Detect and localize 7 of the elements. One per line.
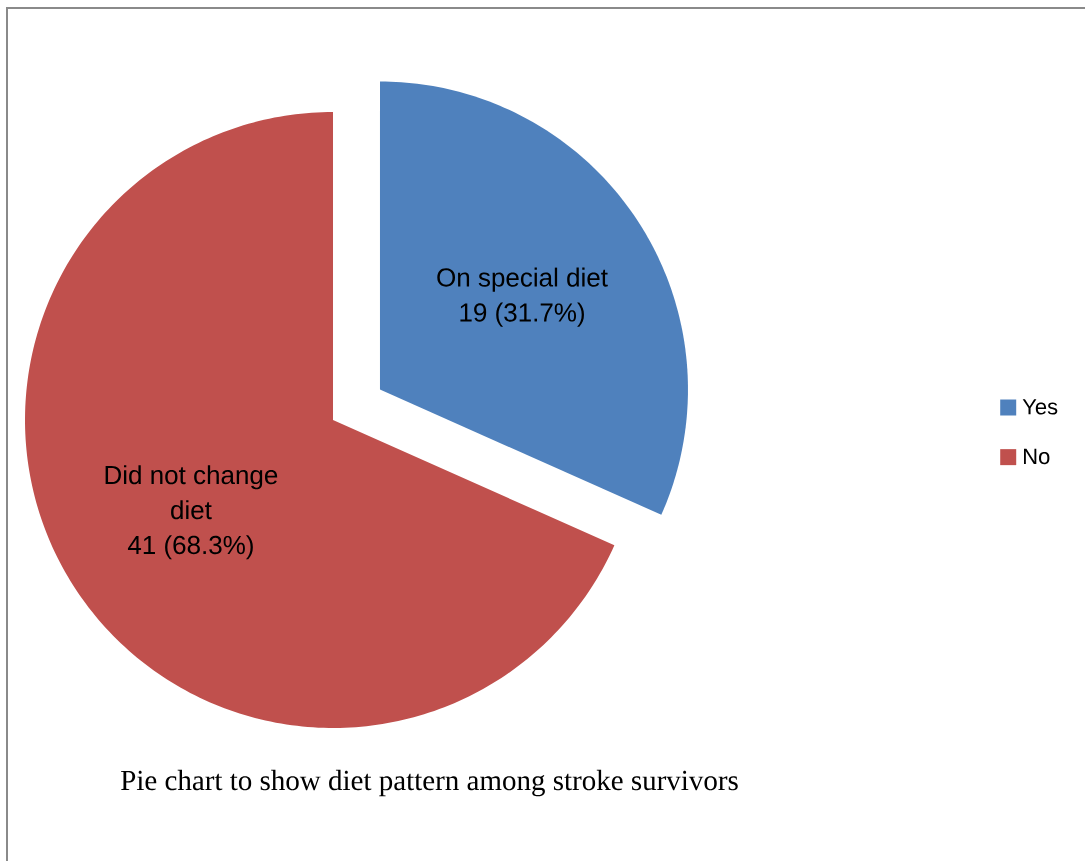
text: Pie chart to show diet pattern among stroke survivors: [121, 769, 738, 797]
legend-label: No: [1024, 448, 1050, 465]
legend-label: Yes: [1022, 399, 1058, 415]
text: On special diet: [437, 267, 608, 292]
text: Did not change diet: [105, 465, 278, 520]
data-label: 41 (68.3%): [127, 535, 253, 560]
data-label: 19 (31.7%): [460, 302, 584, 327]
